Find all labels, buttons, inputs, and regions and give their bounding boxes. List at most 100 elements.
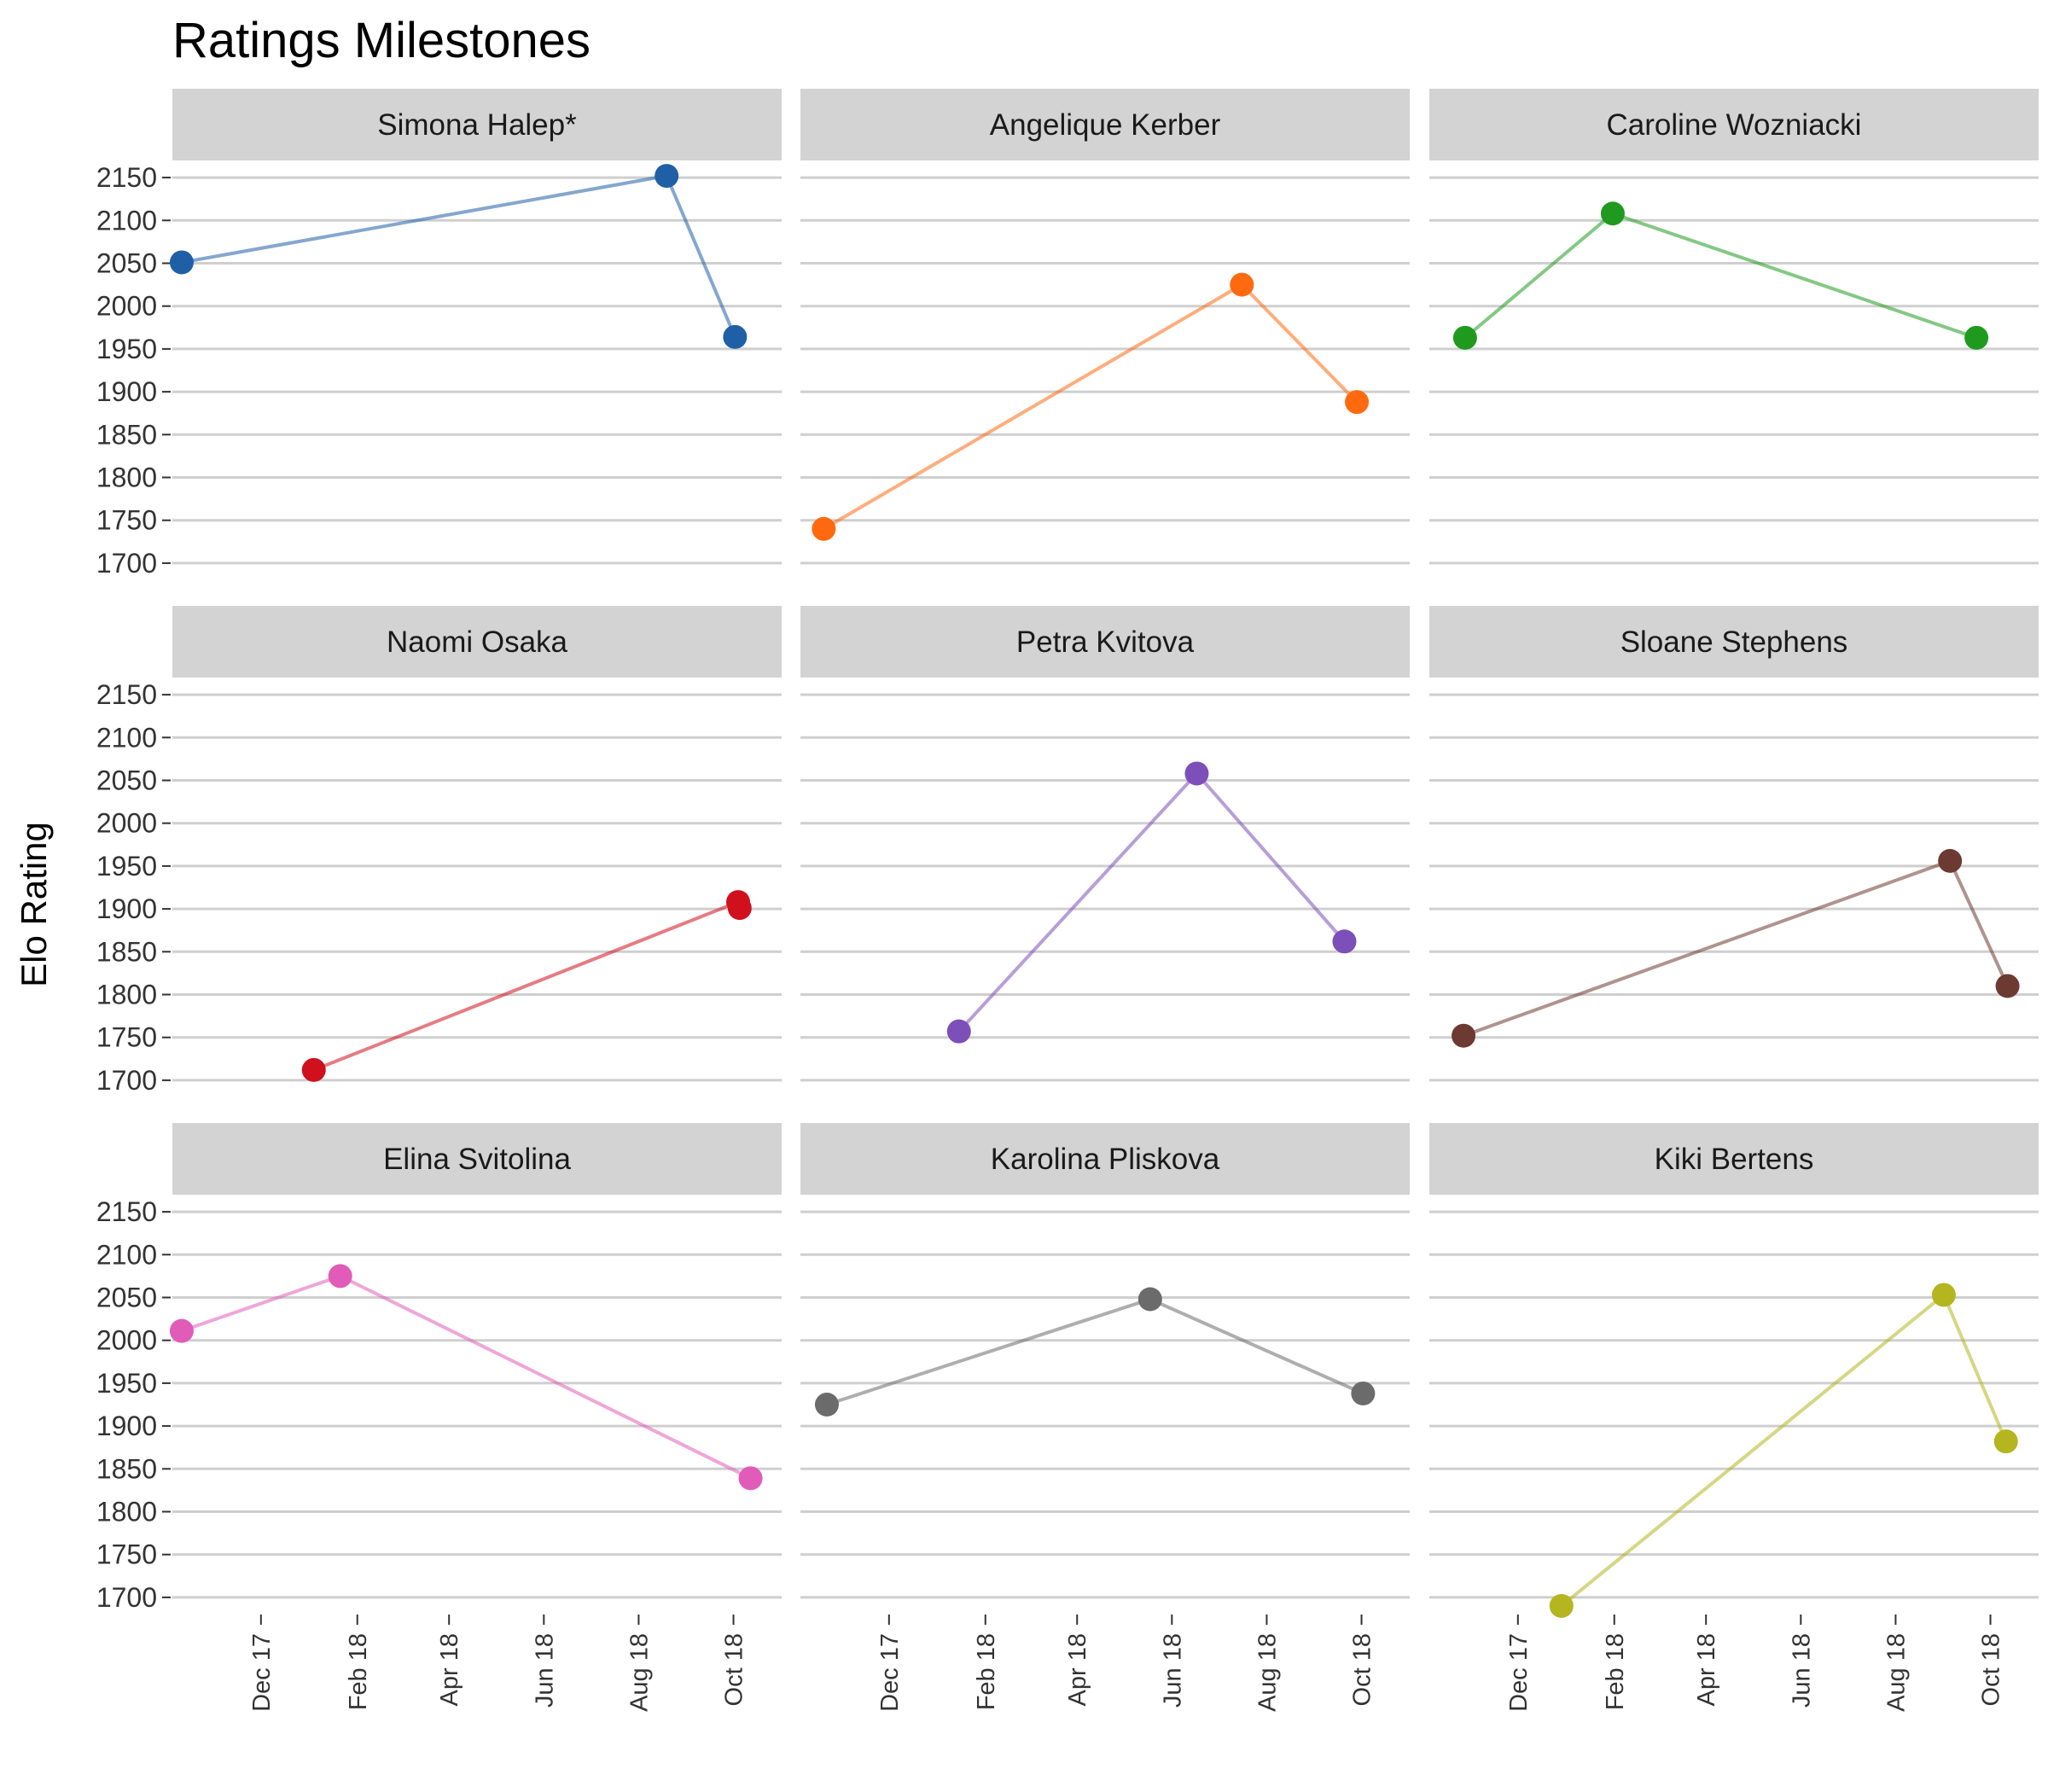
y-tick-label: 2100: [96, 722, 157, 753]
facet-strip: [1429, 1123, 2039, 1195]
facet-strip-label: Angelique Kerber: [990, 108, 1221, 142]
y-tick-label: 1800: [96, 980, 157, 1010]
data-point: [1549, 1593, 1574, 1618]
data-point: [812, 516, 836, 541]
data-point: [1184, 761, 1209, 786]
y-tick-label: 1850: [96, 1453, 157, 1484]
y-tick-label: 1950: [96, 1368, 157, 1399]
y-tick-label: 2000: [96, 808, 157, 839]
y-tick-label: 1950: [96, 334, 157, 364]
y-tick-label: 1850: [96, 419, 157, 450]
x-tick-label: Dec 17: [248, 1633, 276, 1712]
facet-panel: Simona Halep* 1700 1750 1800 1850 1900 1950 200…: [96, 89, 782, 579]
x-tick-label: Oct 18: [721, 1633, 748, 1706]
facet-strip-label: Caroline Wozniacki: [1607, 108, 1862, 142]
series-line: [181, 173, 737, 338]
x-tick-label: Jun 18: [1788, 1633, 1815, 1708]
y-tick-label: 2050: [96, 247, 157, 278]
facet-panel: Elina Svitolina 1700 1750 1800 1850 1900 1950 2…: [96, 1123, 782, 1712]
x-tick-label: Oct 18: [1349, 1633, 1376, 1706]
y-tick-label: 2150: [96, 162, 157, 193]
facet-strip: [1429, 606, 2039, 678]
data-point: [1993, 1429, 2018, 1454]
data-point: [1137, 1287, 1162, 1312]
y-tick-label: 2000: [96, 291, 157, 322]
x-tick-label: Aug 18: [625, 1633, 653, 1712]
x-tick-label: Apr 18: [436, 1633, 463, 1706]
y-tick-label: 1800: [96, 1497, 157, 1527]
data-point: [1351, 1381, 1376, 1405]
chart-title: Ratings Milestones: [172, 13, 591, 68]
y-tick-label: 1750: [96, 505, 157, 536]
facet-panel: Caroline Wozniacki: [1429, 89, 2039, 565]
y-axis-label: Elo Rating: [14, 822, 54, 987]
data-point: [1600, 201, 1625, 226]
series-line: [181, 1274, 752, 1481]
x-tick-label: Dec 17: [1505, 1633, 1533, 1712]
y-tick-label: 2150: [96, 679, 157, 710]
x-tick-label: Feb 18: [345, 1633, 372, 1710]
x-tick-label: Jun 18: [1159, 1633, 1186, 1708]
data-point: [1931, 1283, 1956, 1307]
x-tick-label: Apr 18: [1064, 1633, 1091, 1706]
x-tick-label: Dec 17: [876, 1633, 904, 1712]
data-point: [655, 164, 679, 189]
data-point: [1230, 272, 1254, 297]
facet-panel: Angelique Kerber: [800, 89, 1410, 565]
facet-strip: [800, 89, 1410, 160]
y-tick-label: 1700: [96, 1065, 157, 1096]
data-point: [946, 1019, 971, 1044]
y-tick-label: 1850: [96, 936, 157, 967]
x-tick-label: Jun 18: [531, 1633, 558, 1708]
data-point: [1938, 848, 1963, 873]
x-tick-label: Feb 18: [1602, 1633, 1629, 1710]
series-line: [1463, 211, 1977, 340]
series-line: [826, 1297, 1364, 1406]
facet-strip: [172, 89, 782, 160]
y-tick-label: 1900: [96, 893, 157, 924]
data-point: [1964, 325, 1989, 350]
facet-strip-label: Petra Kvitova: [1016, 625, 1195, 659]
facet-panel: Karolina Pliskova Dec 17 Feb 18 Apr 18 Jun 1…: [800, 1123, 1410, 1712]
x-tick-label: Apr 18: [1693, 1633, 1720, 1706]
data-point: [1995, 974, 2020, 998]
panels-layer: Simona Halep* 1700 1750 1800 1850 1900 1950 200…: [96, 89, 2039, 1712]
data-point: [169, 1318, 194, 1343]
facet-strip-label: Naomi Osaka: [387, 625, 568, 659]
y-tick-label: 1900: [96, 376, 157, 407]
facet-strip-label: Sloane Stephens: [1620, 625, 1848, 659]
series-line: [957, 771, 1347, 1033]
data-point: [1345, 390, 1370, 415]
data-point: [738, 1466, 763, 1491]
y-tick-label: 2100: [96, 1239, 157, 1270]
facet-strip: [172, 1123, 782, 1195]
y-tick-label: 2150: [96, 1196, 157, 1227]
facet-strip-label: Kiki Bertens: [1655, 1143, 1814, 1176]
y-tick-label: 1750: [96, 1022, 157, 1053]
series-line: [1463, 858, 2010, 1038]
facet-strip-label: Elina Svitolina: [383, 1143, 571, 1176]
series-line: [313, 899, 742, 1072]
y-tick-label: 2050: [96, 1282, 157, 1312]
data-point: [1452, 325, 1477, 350]
data-point: [727, 896, 752, 921]
y-tick-label: 1950: [96, 851, 157, 881]
data-point: [301, 1057, 326, 1082]
facet-panel: Kiki Bertens Dec 17 Feb 18 Apr 18 Jun 18 Aug …: [1429, 1123, 2039, 1712]
facet-strip: [1429, 89, 2039, 160]
facet-strip: [800, 1123, 1410, 1195]
data-point: [328, 1264, 352, 1289]
y-tick-label: 1750: [96, 1539, 157, 1570]
x-tick-label: Feb 18: [973, 1633, 1000, 1710]
data-point: [1452, 1023, 1476, 1048]
y-tick-label: 1800: [96, 463, 157, 493]
facet-panel: Sloane Stephens: [1429, 606, 2039, 1082]
facet-panel: Petra Kvitova: [800, 606, 1410, 1082]
y-tick-label: 1700: [96, 1582, 157, 1613]
data-point: [723, 324, 748, 349]
facet-strip-label: Simona Halep*: [377, 108, 577, 142]
data-point: [814, 1393, 839, 1417]
x-tick-label: Aug 18: [1882, 1633, 1910, 1712]
y-tick-label: 1700: [96, 548, 157, 579]
series-line: [823, 282, 1359, 531]
